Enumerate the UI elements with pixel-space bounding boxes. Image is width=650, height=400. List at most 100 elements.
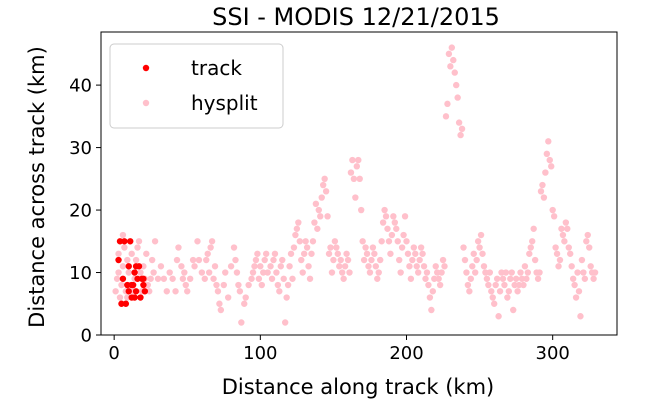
hysplit-point	[479, 250, 486, 257]
hysplit-point	[303, 244, 311, 251]
legend-marker-track	[142, 64, 150, 72]
hysplit-point	[444, 100, 451, 108]
hysplit-point	[401, 213, 409, 220]
hysplit-point	[426, 294, 434, 301]
hysplit-point	[343, 250, 350, 257]
hysplit-point	[496, 288, 504, 295]
hysplit-point	[473, 256, 480, 264]
hysplit-point	[235, 281, 242, 289]
hysplit-point	[299, 269, 306, 276]
hysplit-point	[410, 244, 418, 251]
hysplit-point	[334, 250, 341, 257]
hysplit-point	[314, 225, 321, 232]
hysplit-point	[550, 213, 558, 220]
hysplit-point	[308, 250, 315, 257]
hysplit-point	[488, 288, 495, 295]
hysplit-point	[575, 288, 583, 295]
hysplit-point	[568, 263, 575, 270]
hysplit-point	[390, 213, 397, 220]
hysplit-point	[298, 256, 305, 264]
hysplit-point	[495, 313, 502, 320]
hysplit-point	[252, 256, 260, 264]
hysplit-point	[413, 263, 420, 270]
hysplit-point	[173, 256, 181, 264]
hysplit-point	[584, 231, 591, 239]
track-point	[125, 288, 132, 295]
hysplit-point	[191, 263, 198, 270]
hysplit-point	[359, 238, 366, 245]
hysplit-point	[548, 163, 555, 170]
hysplit-point	[254, 250, 261, 257]
hysplit-point	[491, 300, 498, 307]
hysplit-point	[327, 244, 334, 251]
hysplit-point	[436, 281, 444, 289]
hysplit-point	[531, 256, 539, 264]
hysplit-point	[172, 288, 179, 295]
hysplit-point	[273, 269, 280, 276]
hysplit-point	[407, 275, 415, 282]
x-tick-label: 0	[108, 343, 119, 364]
hysplit-point	[281, 319, 289, 326]
track-point	[140, 281, 147, 289]
hysplit-point	[336, 263, 343, 270]
hysplit-point	[261, 256, 268, 264]
hysplit-point	[423, 269, 431, 276]
hysplit-point	[125, 269, 132, 276]
y-tick-label: 30	[69, 138, 92, 159]
hysplit-point	[461, 256, 469, 264]
hysplit-point	[268, 275, 276, 282]
hysplit-point	[526, 250, 533, 257]
hysplit-point	[124, 294, 131, 301]
hysplit-point	[375, 269, 382, 276]
hysplit-point	[151, 238, 159, 245]
hysplit-point	[147, 275, 154, 282]
hysplit-point	[466, 288, 473, 295]
hysplit-point	[333, 244, 340, 251]
hysplit-point	[537, 188, 545, 195]
hysplit-point	[529, 238, 536, 245]
hysplit-point	[322, 188, 330, 195]
hysplit-point	[230, 244, 238, 251]
hysplit-point	[267, 263, 274, 270]
hysplit-point	[232, 256, 239, 264]
hysplit-point	[483, 275, 491, 282]
hysplit-point	[366, 269, 374, 276]
track-point	[131, 294, 138, 301]
hysplit-point	[116, 294, 124, 301]
hysplit-point	[311, 219, 318, 226]
hysplit-point	[567, 250, 574, 257]
hysplit-point	[417, 244, 425, 251]
hysplit-point	[564, 225, 571, 232]
legend: track hysplit	[109, 43, 284, 129]
hysplit-point	[283, 294, 290, 301]
hysplit-point	[119, 263, 127, 270]
hysplit-point	[203, 256, 210, 264]
hysplit-point	[128, 250, 135, 257]
hysplit-point	[135, 238, 143, 245]
hysplit-point	[289, 275, 296, 282]
hysplit-point	[419, 250, 426, 257]
hysplit-point	[382, 213, 390, 220]
hysplit-point	[546, 156, 553, 164]
hysplit-point	[458, 125, 466, 133]
hysplit-point	[347, 169, 355, 176]
hysplit-point	[279, 256, 286, 264]
hysplit-point	[296, 238, 303, 245]
hysplit-point	[321, 175, 328, 183]
hysplit-point	[355, 156, 362, 164]
legend-label-track: track	[191, 56, 242, 80]
hysplit-point	[262, 250, 270, 257]
hysplit-point	[400, 231, 407, 239]
track-point	[125, 263, 132, 270]
hysplit-point	[144, 281, 151, 289]
hysplit-point	[148, 256, 156, 264]
hysplit-point	[521, 263, 529, 270]
hysplit-point	[241, 300, 248, 307]
hysplit-point	[150, 269, 157, 276]
legend-label-hysplit: hysplit	[191, 91, 258, 115]
track-point	[118, 300, 125, 307]
track-point	[124, 281, 131, 289]
hysplit-point	[276, 288, 283, 295]
hysplit-point	[553, 250, 561, 257]
